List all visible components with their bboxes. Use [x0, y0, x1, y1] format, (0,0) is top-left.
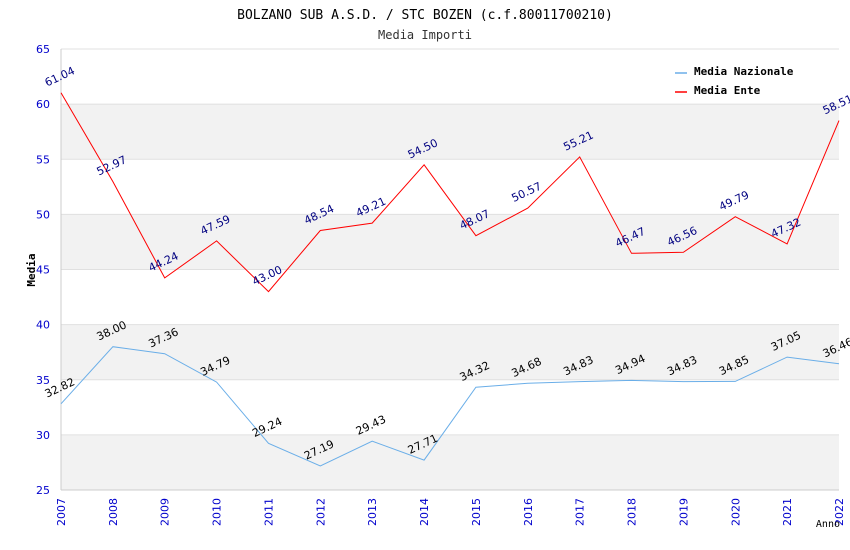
x-tick-label: 2008 — [107, 498, 120, 526]
x-axis-label: Anno — [816, 519, 840, 530]
tick-labels: 25 30 35 40 45 50 55 60 65 2007 2008 2009 2010 2011 20… — [36, 43, 846, 526]
y-tick-label: 55 — [36, 153, 50, 166]
x-tick-label: 2010 — [211, 498, 224, 526]
plot-band — [61, 159, 839, 215]
y-tick-label: 30 — [36, 429, 50, 442]
x-tick-label: 2014 — [418, 498, 431, 526]
y-tick-label: 35 — [36, 374, 50, 387]
legend-label-media-ente: Media Ente — [694, 84, 761, 97]
y-tick-label: 45 — [36, 264, 50, 277]
chart-title: BOLZANO SUB A.S.D. / STC BOZEN (c.f.8001… — [237, 8, 613, 23]
x-tick-label: 2019 — [677, 498, 690, 526]
legend: Media Nazionale Media Ente — [668, 59, 810, 102]
y-tick-label: 60 — [36, 98, 50, 111]
plot-band — [61, 214, 839, 270]
x-tick-label: 2018 — [626, 498, 639, 526]
plot-band — [61, 434, 839, 490]
series-lines — [60, 92, 840, 467]
x-tick-label: 2013 — [366, 498, 379, 526]
x-tick-label: 2011 — [262, 498, 275, 526]
x-tick-label: 2016 — [522, 498, 535, 526]
legend-label-media-nazionale: Media Nazionale — [694, 65, 794, 78]
series-line-media-nazionale — [60, 346, 840, 467]
background-bands — [61, 49, 839, 490]
y-tick-label: 40 — [36, 319, 50, 332]
y-axis-label: Media — [25, 253, 38, 286]
y-tick-label: 25 — [36, 484, 50, 497]
plot-band — [61, 379, 839, 435]
x-tick-label: 2017 — [574, 498, 587, 526]
y-tick-label: 50 — [36, 208, 50, 221]
x-tick-label: 2022 — [833, 498, 846, 526]
x-tick-label: 2012 — [314, 498, 327, 526]
x-tick-label: 2021 — [781, 498, 794, 526]
x-tick-label: 2007 — [55, 498, 68, 526]
series-line-media-ente — [60, 92, 840, 293]
chart-subtitle: Media Importi — [378, 28, 472, 42]
axes — [60, 49, 839, 491]
legend-box — [668, 59, 810, 102]
y-tick-label: 65 — [36, 43, 50, 56]
plot-band — [61, 104, 839, 160]
plot-band — [61, 324, 839, 380]
x-tick-label: 2015 — [470, 498, 483, 526]
x-tick-label: 2020 — [729, 498, 742, 526]
x-tick-label: 2009 — [159, 498, 172, 526]
plot-band — [61, 269, 839, 325]
